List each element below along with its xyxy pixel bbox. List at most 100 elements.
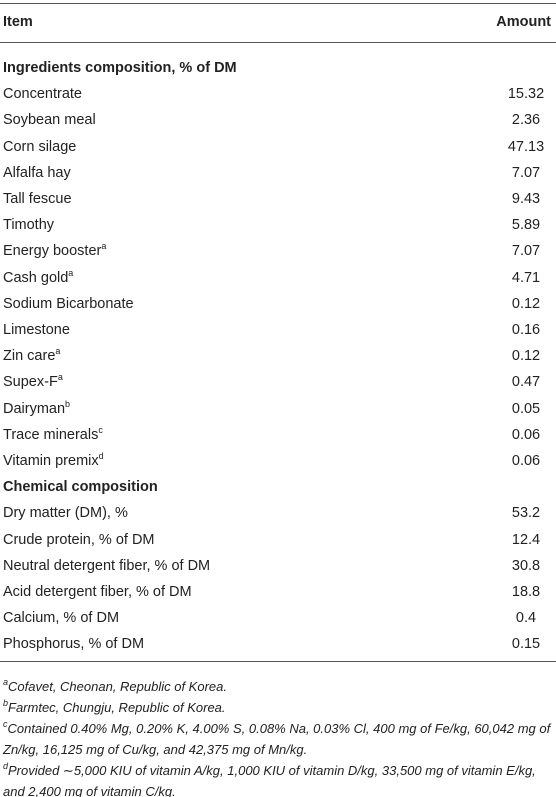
data-row: Sodium Bicarbonate 0.12	[0, 291, 556, 317]
item-name: Soybean meal	[3, 112, 96, 129]
amount-cell: 0.06	[511, 426, 541, 443]
data-row: Dairymanb 0.05	[0, 396, 556, 422]
item-name: Phosphorus, % of DM	[3, 636, 145, 653]
footnote-mark: a	[68, 267, 74, 278]
item-name: Acid detergent fiber, % of DM	[3, 584, 192, 600]
section-row: Chemical composition	[0, 474, 556, 500]
item-name: Cash gold	[3, 269, 69, 286]
data-row: Phosphorus, % of DM 0.15	[0, 631, 556, 657]
amount-cell: 0.15	[511, 636, 541, 653]
data-row: Alfalfa hay 7.07	[0, 160, 556, 186]
item-cell: Supex-Fa	[3, 369, 63, 395]
item-cell: Limestone	[3, 317, 70, 343]
data-row: Acid detergent fiber, % of DM 18.8	[0, 579, 556, 605]
footnote: dProvided ∼5,000 KIU of vitamin A/kg, 1,…	[3, 760, 555, 797]
item-cell: Trace mineralsc	[3, 422, 103, 448]
data-row: Energy boostera 7.07	[0, 238, 556, 264]
section-title: Ingredients composition, % of DM	[3, 60, 237, 76]
amount-cell: 9.43	[511, 191, 541, 207]
item-cell: Dry matter (DM), %	[3, 500, 128, 526]
footnote-text: Farmtec, Chungju, Republic of Korea.	[8, 700, 226, 715]
item-name: Crude protein, % of DM	[3, 531, 155, 548]
item-cell: Vitamin premixd	[3, 448, 104, 474]
footnote: aCofavet, Cheonan, Republic of Korea.	[3, 676, 555, 697]
section-row: Ingredients composition, % of DM	[0, 55, 556, 81]
top-rule	[0, 3, 556, 4]
item-cell: Calcium, % of DM	[3, 605, 119, 631]
item-name: Sodium Bicarbonate	[3, 295, 134, 312]
item-name: Energy booster	[3, 243, 102, 260]
item-cell: Energy boostera	[3, 238, 106, 264]
amount-cell: 0.47	[511, 374, 541, 391]
amount-cell: 0.12	[511, 295, 541, 312]
amount-cell: 2.36	[511, 112, 541, 129]
data-row: Tall fescue 9.43	[0, 186, 556, 212]
footnote-text: Contained 0.40% Mg, 0.20% K, 4.00% S, 0.…	[3, 721, 551, 757]
amount-cell: 53.2	[511, 505, 541, 522]
item-cell: Soybean meal	[3, 107, 96, 133]
footnote-mark: a	[101, 241, 107, 252]
footnotes: aCofavet, Cheonan, Republic of Korea. bFa…	[3, 676, 555, 797]
data-row: Limestone 0.16	[0, 317, 556, 343]
item-cell: Dairymanb	[3, 396, 70, 422]
item-cell: Acid detergent fiber, % of DM	[3, 579, 192, 605]
footnote-mark: a	[55, 346, 61, 357]
footnote: cContained 0.40% Mg, 0.20% K, 4.00% S, 0…	[3, 718, 555, 760]
footnote-mark: b	[3, 698, 9, 708]
amount-cell: 47.13	[507, 138, 545, 155]
data-row: Concentrate 15.32	[0, 81, 556, 107]
amount-cell: 0.05	[511, 400, 541, 417]
footnote-mark: d	[3, 761, 9, 771]
amount-cell: 4.71	[511, 269, 541, 286]
footnote-mark: d	[98, 451, 104, 461]
bottom-rule	[0, 660, 556, 662]
data-row: Cash golda 4.71	[0, 265, 556, 291]
data-row: Dry matter (DM), % 53.2	[0, 500, 556, 526]
item-name: Dairyman	[3, 400, 66, 417]
data-row: Trace mineralsc 0.06	[0, 422, 556, 448]
amount-cell: 0.12	[511, 348, 541, 365]
item-name: Supex-F	[3, 374, 58, 391]
item-cell: Crude protein, % of DM	[3, 527, 155, 553]
data-row: Vitamin premixd 0.06	[0, 448, 556, 474]
amount-cell: 18.8	[511, 584, 541, 600]
item-cell: Sodium Bicarbonate	[3, 291, 134, 317]
item-name: Zin care	[3, 348, 56, 365]
header-item: Item	[3, 14, 33, 30]
item-cell: Tall fescue	[3, 186, 72, 212]
item-cell: Alfalfa hay	[3, 160, 71, 186]
item-name: Tall fescue	[3, 191, 72, 207]
data-row: Soybean meal 2.36	[0, 107, 556, 133]
footnote-mark: a	[3, 677, 9, 687]
item-name: Timothy	[3, 217, 55, 234]
item-cell: Zin carea	[3, 343, 60, 369]
item-cell: Neutral detergent fiber, % of DM	[3, 553, 210, 579]
data-row: Corn silage 47.13	[0, 134, 556, 160]
amount-cell: 7.07	[511, 164, 541, 181]
footnote-mark: c	[98, 424, 103, 435]
amount-cell: 30.8	[511, 557, 541, 574]
footnote-mark: c	[3, 719, 8, 729]
data-row: Crude protein, % of DM 12.4	[0, 527, 556, 553]
item-cell: Timothy	[3, 212, 54, 238]
header-row: Item Amount	[0, 9, 556, 35]
amount-cell: 12.4	[511, 531, 541, 548]
data-row: Timothy 5.89	[0, 212, 556, 238]
item-name: Trace minerals	[3, 426, 99, 443]
item-name: Limestone	[3, 322, 70, 338]
amount-cell: 0.16	[511, 322, 541, 338]
item-name: Vitamin premix	[3, 453, 99, 469]
footnote-mark: a	[57, 372, 63, 383]
amount-cell: 15.32	[507, 86, 545, 103]
header-rule	[0, 42, 556, 43]
data-row: Calcium, % of DM 0.4	[0, 605, 556, 631]
data-row: Neutral detergent fiber, % of DM 30.8	[0, 553, 556, 579]
item-name: Neutral detergent fiber, % of DM	[3, 557, 211, 574]
item-name: Concentrate	[3, 86, 82, 103]
item-cell: Phosphorus, % of DM	[3, 631, 144, 657]
footnote-text: Cofavet, Cheonan, Republic of Korea.	[8, 679, 227, 694]
item-name: Calcium, % of DM	[3, 610, 120, 627]
amount-cell: 0.06	[511, 453, 541, 469]
item-cell: Concentrate	[3, 81, 82, 107]
data-row: Zin carea 0.12	[0, 343, 556, 369]
